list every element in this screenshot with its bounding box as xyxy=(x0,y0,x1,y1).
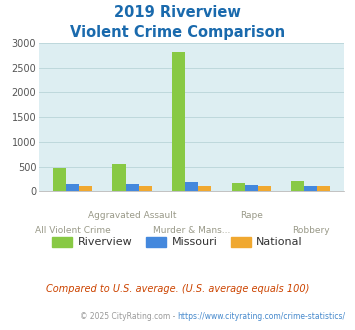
Bar xyxy=(245,185,258,191)
Text: All Violent Crime: All Violent Crime xyxy=(35,226,110,235)
Bar xyxy=(231,183,245,191)
Text: 2019 Riverview: 2019 Riverview xyxy=(114,5,241,20)
Text: Violent Crime Comparison: Violent Crime Comparison xyxy=(70,25,285,40)
Bar xyxy=(317,186,331,191)
Text: Aggravated Assault: Aggravated Assault xyxy=(88,211,176,220)
Text: © 2025 CityRating.com -: © 2025 CityRating.com - xyxy=(80,312,178,321)
Bar xyxy=(66,184,79,191)
Text: Robbery: Robbery xyxy=(292,226,330,235)
Bar xyxy=(185,182,198,191)
Text: https://www.cityrating.com/crime-statistics/: https://www.cityrating.com/crime-statist… xyxy=(178,312,346,321)
Bar xyxy=(113,164,126,191)
Bar xyxy=(198,186,211,191)
Bar xyxy=(126,184,139,191)
Text: Compared to U.S. average. (U.S. average equals 100): Compared to U.S. average. (U.S. average … xyxy=(46,284,309,294)
Bar xyxy=(172,52,185,191)
Bar xyxy=(79,186,92,191)
Text: Rape: Rape xyxy=(240,211,263,220)
Bar xyxy=(139,186,152,191)
Text: Murder & Mans...: Murder & Mans... xyxy=(153,226,230,235)
Bar xyxy=(304,186,317,191)
Bar xyxy=(53,168,66,191)
Legend: Riverview, Missouri, National: Riverview, Missouri, National xyxy=(48,232,307,252)
Bar xyxy=(258,186,271,191)
Bar xyxy=(291,181,304,191)
